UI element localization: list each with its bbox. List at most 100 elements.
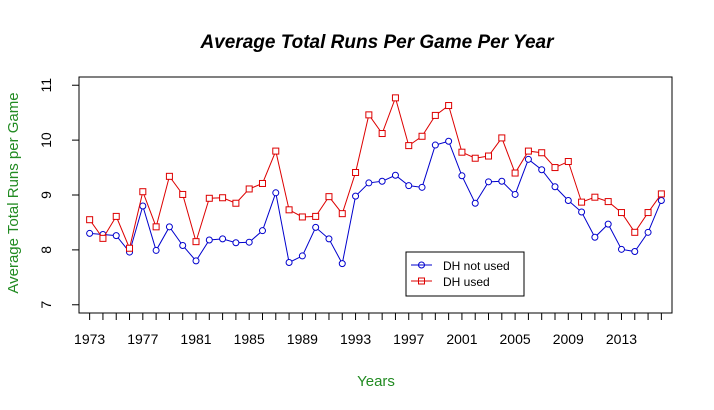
data-point bbox=[564, 196, 572, 204]
x-tick-label: 2009 bbox=[553, 331, 584, 347]
data-point bbox=[86, 216, 94, 224]
legend: DH not used DH used bbox=[405, 251, 525, 297]
data-point bbox=[245, 238, 253, 246]
data-point bbox=[617, 209, 625, 217]
y-tick-label: 10 bbox=[38, 132, 54, 148]
data-point bbox=[232, 199, 240, 207]
data-point bbox=[312, 212, 320, 220]
data-point bbox=[431, 111, 439, 119]
data-point bbox=[538, 149, 546, 157]
y-tick-label: 11 bbox=[38, 78, 54, 93]
data-point bbox=[298, 213, 306, 221]
data-point bbox=[604, 198, 612, 206]
data-point bbox=[152, 246, 160, 254]
legend-label-dh-used: DH used bbox=[443, 275, 490, 289]
data-point bbox=[179, 190, 187, 198]
data-point bbox=[99, 234, 107, 242]
data-point bbox=[298, 252, 306, 260]
data-point bbox=[219, 235, 227, 243]
plot-area-frame bbox=[78, 76, 673, 314]
data-point bbox=[338, 260, 346, 268]
legend-marker-circle-icon bbox=[418, 261, 425, 269]
data-point bbox=[112, 212, 120, 220]
series-line bbox=[89, 140, 662, 266]
y-tick-label: 8 bbox=[38, 246, 54, 254]
data-point bbox=[445, 137, 453, 145]
y-axis-title: Average Total Runs per Game bbox=[5, 92, 22, 293]
data-point bbox=[445, 102, 453, 110]
data-point bbox=[378, 177, 386, 185]
data-point bbox=[578, 198, 586, 206]
data-point bbox=[258, 227, 266, 235]
data-point bbox=[312, 223, 320, 231]
x-tick-label: 2005 bbox=[500, 331, 531, 347]
data-point bbox=[272, 189, 280, 197]
data-point bbox=[578, 208, 586, 216]
data-point bbox=[192, 257, 200, 265]
data-point bbox=[551, 183, 559, 191]
data-point bbox=[511, 169, 519, 177]
x-axis-title: Years bbox=[357, 373, 395, 390]
y-tick-label: 9 bbox=[38, 191, 54, 199]
data-point bbox=[232, 239, 240, 247]
data-point bbox=[272, 147, 280, 155]
data-point bbox=[365, 111, 373, 119]
legend-label-dh-not-used: DH not used bbox=[443, 259, 510, 273]
data-point bbox=[245, 185, 253, 193]
data-point bbox=[485, 152, 493, 160]
data-point bbox=[325, 193, 333, 201]
data-point bbox=[564, 158, 572, 166]
legend-marker-square-icon bbox=[418, 277, 425, 285]
data-point bbox=[365, 179, 373, 187]
x-tick-label: 1981 bbox=[180, 331, 211, 347]
x-tick-label: 2013 bbox=[606, 331, 637, 347]
data-point bbox=[112, 232, 120, 240]
data-point bbox=[591, 193, 599, 201]
data-point bbox=[657, 196, 665, 204]
data-point bbox=[524, 155, 532, 163]
x-tick-label: 1973 bbox=[74, 331, 105, 347]
data-point bbox=[126, 244, 134, 252]
data-point bbox=[179, 241, 187, 249]
data-point bbox=[139, 202, 147, 210]
data-point bbox=[352, 168, 360, 176]
data-point bbox=[405, 142, 413, 150]
data-point bbox=[405, 182, 413, 190]
x-tick-label: 1997 bbox=[393, 331, 424, 347]
data-point bbox=[152, 223, 160, 231]
series-dh-used bbox=[86, 94, 665, 252]
x-tick-label: 2001 bbox=[446, 331, 477, 347]
data-point bbox=[219, 194, 227, 202]
data-point bbox=[285, 259, 293, 267]
data-point bbox=[431, 141, 439, 149]
data-point bbox=[538, 166, 546, 174]
data-point bbox=[205, 194, 213, 202]
data-point bbox=[657, 190, 665, 198]
series-line bbox=[89, 96, 662, 250]
chart-title: Average Total Runs Per Game Per Year bbox=[199, 32, 555, 53]
data-point bbox=[205, 236, 213, 244]
data-point bbox=[285, 206, 293, 214]
data-point bbox=[378, 130, 386, 138]
data-point bbox=[471, 154, 479, 162]
data-point bbox=[644, 228, 652, 236]
x-tick-label: 1985 bbox=[234, 331, 265, 347]
data-point bbox=[86, 229, 94, 237]
x-tick-label: 1989 bbox=[287, 331, 318, 347]
data-point bbox=[258, 179, 266, 187]
data-point bbox=[418, 132, 426, 140]
x-axis: 1973 1977 1981 1985 1989 1993 1997 2001 2005 2009… bbox=[74, 313, 662, 347]
legend-box bbox=[405, 251, 525, 297]
x-tick-label: 1993 bbox=[340, 331, 371, 347]
data-point bbox=[192, 238, 200, 246]
data-point bbox=[551, 164, 559, 172]
data-point bbox=[418, 183, 426, 191]
data-point bbox=[458, 172, 466, 180]
data-point bbox=[498, 134, 506, 142]
data-point bbox=[644, 209, 652, 217]
series-layer bbox=[86, 94, 665, 268]
data-point bbox=[524, 147, 532, 155]
data-point bbox=[471, 199, 479, 207]
data-point bbox=[165, 172, 173, 180]
